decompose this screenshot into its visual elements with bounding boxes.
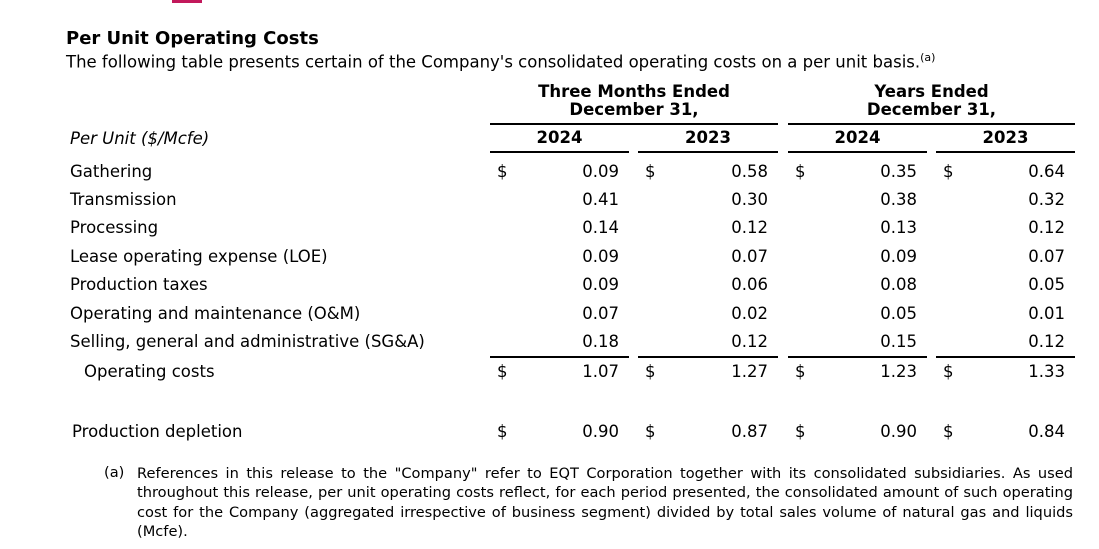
divider — [638, 151, 778, 153]
currency-symbol: $ — [795, 362, 806, 381]
currency-symbol: $ — [645, 162, 656, 181]
row-label: Processing — [70, 218, 159, 237]
value-cell: 1.27 — [731, 362, 768, 381]
row-label: Lease operating expense (LOE) — [70, 247, 328, 266]
row-label: Gathering — [70, 162, 153, 181]
group-header-three-months: Three Months Ended December 31, — [490, 83, 778, 119]
value-cell: 0.64 — [1028, 162, 1065, 181]
value-cell: 0.18 — [582, 332, 619, 351]
value-cell: 0.15 — [880, 332, 917, 351]
table-row: Transmission 0.41 0.30 0.38 0.32 — [0, 190, 1099, 214]
value-cell: 0.07 — [582, 304, 619, 323]
group-header-line: Three Months Ended — [538, 82, 730, 101]
value-cell: 0.12 — [1028, 332, 1065, 351]
table-row: Lease operating expense (LOE) 0.09 0.07 0.0… — [0, 247, 1099, 271]
value-cell: 0.12 — [731, 218, 768, 237]
currency-symbol: $ — [645, 422, 656, 441]
value-cell: 0.07 — [731, 247, 768, 266]
group-header-years: Years Ended December 31, — [788, 83, 1075, 119]
value-cell: 0.14 — [582, 218, 619, 237]
subtotal-divider — [936, 356, 1075, 358]
year-header: 2024 — [536, 128, 583, 147]
subtotal-divider — [788, 356, 927, 358]
section-subtitle: The following table presents certain of … — [66, 51, 935, 72]
currency-symbol: $ — [645, 362, 656, 381]
value-cell: 0.05 — [880, 304, 917, 323]
row-header: Per Unit ($/Mcfe) — [70, 129, 210, 148]
value-cell: 0.09 — [582, 247, 619, 266]
divider — [490, 123, 778, 125]
value-cell: 1.07 — [582, 362, 619, 381]
currency-symbol: $ — [795, 162, 806, 181]
section-title: Per Unit Operating Costs — [66, 28, 319, 49]
value-cell: 0.13 — [880, 218, 917, 237]
value-cell: 0.90 — [880, 422, 917, 441]
value-cell: 0.90 — [582, 422, 619, 441]
divider — [490, 151, 629, 153]
group-header-line: December 31, — [866, 100, 997, 119]
value-cell: 0.02 — [731, 304, 768, 323]
row-label: Production taxes — [70, 275, 208, 294]
year-header: 2024 — [834, 128, 881, 147]
year-header: 2023 — [685, 128, 731, 147]
value-cell: 0.07 — [1028, 247, 1065, 266]
currency-symbol: $ — [943, 162, 954, 181]
table-row: Production depletion $0.90 $0.87 $0.90 $0.84 — [0, 422, 1099, 446]
row-label: Selling, general and administrative (SG&… — [70, 332, 425, 351]
value-cell: 0.12 — [731, 332, 768, 351]
year-header: 2023 — [982, 128, 1029, 147]
value-cell: 0.05 — [1028, 275, 1065, 294]
value-cell: 0.09 — [582, 275, 619, 294]
value-cell: 0.01 — [1028, 304, 1065, 323]
row-label: Operating costs — [84, 362, 215, 381]
value-cell: 1.33 — [1028, 362, 1065, 381]
currency-symbol: $ — [497, 362, 508, 381]
currency-symbol: $ — [795, 422, 806, 441]
currency-symbol: $ — [497, 162, 508, 181]
row-label: Transmission — [70, 190, 177, 209]
value-cell: 0.84 — [1028, 422, 1065, 441]
divider — [788, 151, 927, 153]
value-cell: 0.08 — [880, 275, 917, 294]
table-row: Operating and maintenance (O&M) 0.07 0.02 0… — [0, 304, 1099, 328]
subtitle-text: The following table presents certain of … — [66, 52, 921, 72]
value-cell: 1.23 — [880, 362, 917, 381]
footnote-mark: (a) — [104, 464, 125, 481]
value-cell: 0.58 — [731, 162, 768, 181]
table-row: Processing 0.14 0.12 0.13 0.12 — [0, 218, 1099, 242]
value-cell: 0.30 — [731, 190, 768, 209]
value-cell: 0.35 — [880, 162, 917, 181]
value-cell: 0.38 — [880, 190, 917, 209]
value-cell: 0.09 — [880, 247, 917, 266]
brand-mark — [172, 0, 202, 3]
group-header-line: Years Ended — [874, 82, 989, 101]
row-label: Operating and maintenance (O&M) — [70, 304, 361, 323]
group-header-line: December 31, — [569, 100, 699, 119]
value-cell: 0.09 — [582, 162, 619, 181]
footnote-text: References in this release to the "Compa… — [137, 465, 1073, 540]
currency-symbol: $ — [943, 362, 954, 381]
footnote-ref: (a) — [920, 51, 936, 64]
currency-symbol: $ — [943, 422, 954, 441]
currency-symbol: $ — [497, 422, 508, 441]
table-row: Operating costs $1.07 $1.27 $1.23 $1.33 — [0, 362, 1099, 386]
row-label: Production depletion — [72, 422, 243, 441]
table-row: Gathering $0.09 $0.58 $0.35 $0.64 — [0, 162, 1099, 186]
value-cell: 0.87 — [731, 422, 768, 441]
table-row: Selling, general and administrative (SG&… — [0, 332, 1099, 356]
table-row: Production taxes 0.09 0.06 0.08 0.05 — [0, 275, 1099, 299]
divider — [788, 123, 1075, 125]
subtotal-divider — [490, 356, 629, 358]
value-cell: 0.06 — [731, 275, 768, 294]
subtotal-divider — [638, 356, 778, 358]
value-cell: 0.32 — [1028, 190, 1065, 209]
divider — [936, 151, 1075, 153]
value-cell: 0.41 — [582, 190, 619, 209]
value-cell: 0.12 — [1028, 218, 1065, 237]
